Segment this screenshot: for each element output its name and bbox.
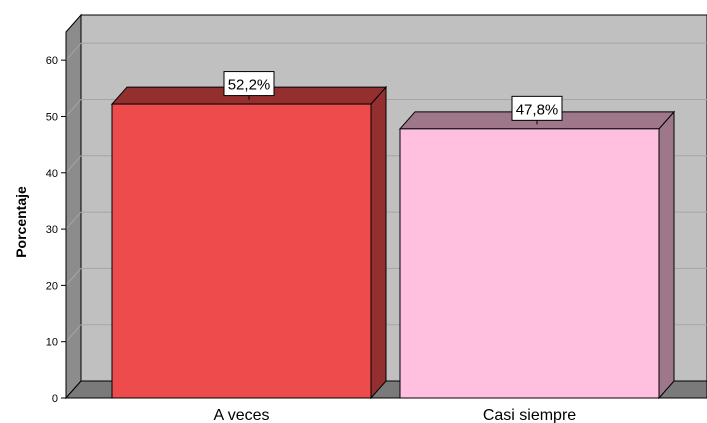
y-tick-label: 0 [52, 393, 58, 405]
y-tick-label: 50 [46, 111, 58, 123]
y-tick-label: 40 [46, 168, 58, 180]
bar-side [658, 110, 675, 400]
bar [111, 103, 372, 399]
x-category-label: Casi siempre [483, 407, 576, 423]
gridline-side [65, 324, 82, 343]
gridline-side [65, 99, 82, 117]
gridline-side [65, 211, 82, 230]
gridline-side [65, 155, 82, 174]
y-tick-label: 10 [46, 337, 58, 349]
y-tick-label: 60 [46, 55, 58, 67]
data-label-box [223, 71, 275, 97]
gridline-side [65, 42, 82, 61]
data-label: 47,8% [516, 101, 559, 118]
x-category-label: A veces [213, 407, 269, 423]
y-tick-label: 20 [46, 280, 58, 292]
plot-side-wall [65, 13, 82, 400]
y-tick-label: 30 [46, 224, 58, 236]
gridline-side [65, 268, 82, 286]
data-label: 52,2% [228, 77, 271, 94]
data-label-box [511, 95, 563, 121]
bar-side [370, 85, 387, 400]
bar [399, 128, 660, 399]
y-axis-title: Porcentaje [13, 186, 29, 258]
